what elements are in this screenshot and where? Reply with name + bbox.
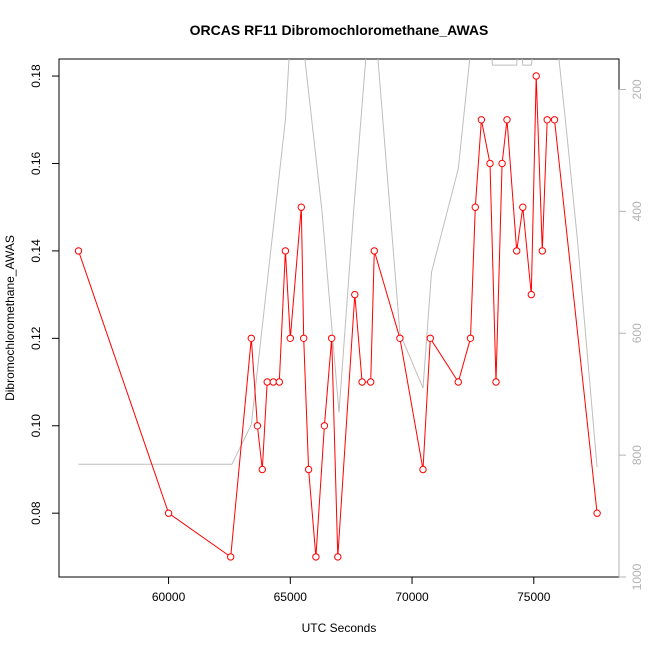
y-tick-label: 0.14 [29,239,43,263]
data-point [543,116,551,124]
y2-tick-label: 600 [630,323,644,343]
data-point [593,509,601,517]
data-point [164,509,173,517]
y-axis-label: Dibromochloromethane_AWAS [3,235,17,401]
data-point [320,422,329,430]
data-point [253,422,262,430]
data-point [477,116,486,124]
data-point [519,203,527,211]
data-point [538,247,546,255]
data-point [426,334,434,342]
y-tick-label: 0.18 [29,64,43,88]
data-point [334,553,342,561]
data-point [74,247,83,255]
data-point [532,72,540,80]
dibromochloromethane-series-layer [74,72,601,561]
data-point [227,553,235,561]
pressure-series-layer [78,59,598,468]
data-point [367,378,375,386]
data-point [300,334,308,342]
y2-tick-label: 200 [630,79,644,99]
x-axis: 60000 65000 70000 75000 [152,576,551,604]
y-tick-label: 0.08 [29,501,43,525]
data-point [304,465,313,474]
data-point [419,465,427,474]
data-point [486,159,494,168]
data-point [275,378,283,386]
x-tick-label: 75000 [517,590,551,604]
x-tick-label: 65000 [274,590,308,604]
data-point [550,116,559,124]
y2-axis: 200 400 600 800 1000 [618,79,644,590]
data-point [286,334,294,342]
data-point [258,465,266,474]
data-point [312,553,320,561]
data-point [247,334,256,342]
data-point [503,116,511,124]
y-tick-label: 0.10 [29,414,43,438]
data-point [492,378,500,386]
y2-tick-label: 1000 [630,563,644,590]
data-point [370,247,378,255]
y2-tick-label: 400 [630,201,644,221]
y2-tick-label: 800 [630,445,644,465]
data-point [281,247,290,255]
data-point [351,290,359,299]
x-tick-label: 60000 [152,590,186,604]
data-point [328,334,336,342]
y-axis: 0.08 0.10 0.12 0.14 0.16 0.18 [29,64,60,525]
data-point [466,334,475,342]
data-point [471,203,479,211]
y-tick-label: 0.12 [29,326,43,350]
x-axis-label: UTC Seconds [302,621,377,635]
data-point [297,203,305,211]
data-point [358,378,366,386]
data-point [513,247,521,255]
data-point [269,378,277,386]
dibromochloromethane-line [78,75,598,558]
data-point [454,378,462,386]
x-tick-label: 70000 [395,590,429,604]
data-point [498,159,506,168]
pressure-line [78,59,598,468]
data-point [527,290,535,299]
data-point [263,378,271,386]
y-tick-label: 0.16 [29,151,43,175]
data-point [396,334,404,342]
chart-title: ORCAS RF11 Dibromochloromethane_AWAS [190,22,489,38]
